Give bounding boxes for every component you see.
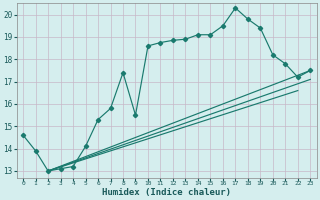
- X-axis label: Humidex (Indice chaleur): Humidex (Indice chaleur): [102, 188, 231, 197]
